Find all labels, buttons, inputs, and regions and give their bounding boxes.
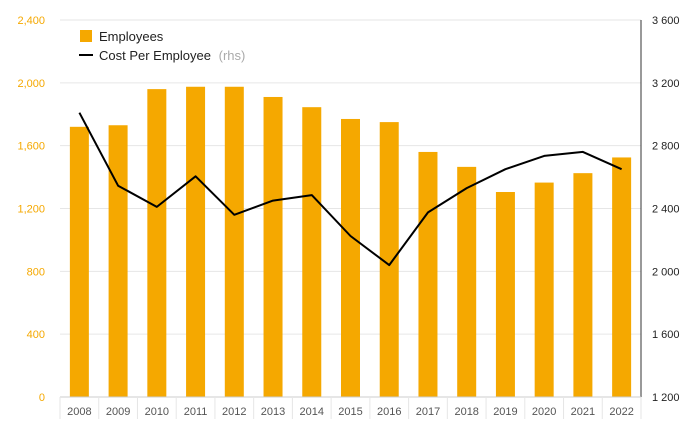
bar-employees-2017 [418,151,438,397]
bar-employees-2008 [69,126,89,398]
x-tick-label: 2012 [222,406,246,418]
bar-employees-2018 [457,166,477,397]
y-left-tick-label: 800 [27,266,45,278]
y-right-tick-label: 1 600 [652,329,680,341]
bar-employees-2020 [534,182,554,397]
x-tick-label: 2013 [261,406,285,418]
legend-label-rhs-suffix: (rhs) [219,48,246,63]
bar-employees-2019 [495,192,515,397]
bar-employees-2021 [573,173,593,397]
y-left-tick-label: 1,200 [17,204,45,216]
y-left-tick-label: 2,000 [17,78,45,90]
x-tick-label: 2022 [609,406,633,418]
legend-label-cost-per-employee-text: Cost Per Employee [99,48,211,63]
bar-employees-2013 [263,96,283,398]
x-tick-label: 2018 [454,406,478,418]
bar-employees-2010 [147,89,167,397]
line-cost-per-employee [78,112,623,267]
x-tick-label: 2008 [67,406,91,418]
y-left-tick-label: 400 [27,329,45,341]
bar-employees-2009 [108,125,128,397]
legend-label-cost-per-employee: Cost Per Employee (rhs) [99,48,245,63]
x-tick-label: 2019 [493,406,517,418]
bar-employees-2016 [379,122,399,398]
bar-employees-2012 [224,86,244,398]
legend: Employees Cost Per Employee (rhs) [79,29,245,63]
y-right-tick-label: 2 000 [652,266,680,278]
legend-label-employees: Employees [99,29,164,44]
y-left-tick-label: 1,600 [17,141,45,153]
y-left-tick-label: 2,400 [17,15,45,27]
bar-series-employees [69,86,632,398]
x-tick-label: 2017 [416,406,440,418]
x-tick-label: 2016 [377,406,401,418]
legend-swatch-employees [80,30,92,42]
x-tick-label: 2010 [145,406,169,418]
bar-employees-2022 [612,157,632,397]
y-right-tick-label: 3 200 [652,78,680,90]
axes: 0 400 800 1,200 1,600 2,000 2,400 1 200 1 600 2 0… [17,15,680,419]
bar-employees-2015 [341,118,360,398]
bar-employees-2014 [302,107,322,398]
x-tick-label: 2014 [300,406,324,418]
y-right-tick-label: 3 600 [652,15,680,27]
x-tick-label: 2009 [106,406,130,418]
line-series-cost-per-employee [78,112,623,267]
x-tick-label: 2020 [532,406,556,418]
x-tick-label: 2015 [338,406,362,418]
y-left-tick-label: 0 [39,392,45,404]
y-right-tick-label: 1 200 [652,392,680,404]
y-right-tick-label: 2 400 [652,204,680,216]
y-right-tick-label: 2 800 [652,141,680,153]
x-tick-label: 2011 [184,406,208,418]
bar-employees-2011 [186,86,206,398]
x-tick-label: 2021 [571,406,595,418]
